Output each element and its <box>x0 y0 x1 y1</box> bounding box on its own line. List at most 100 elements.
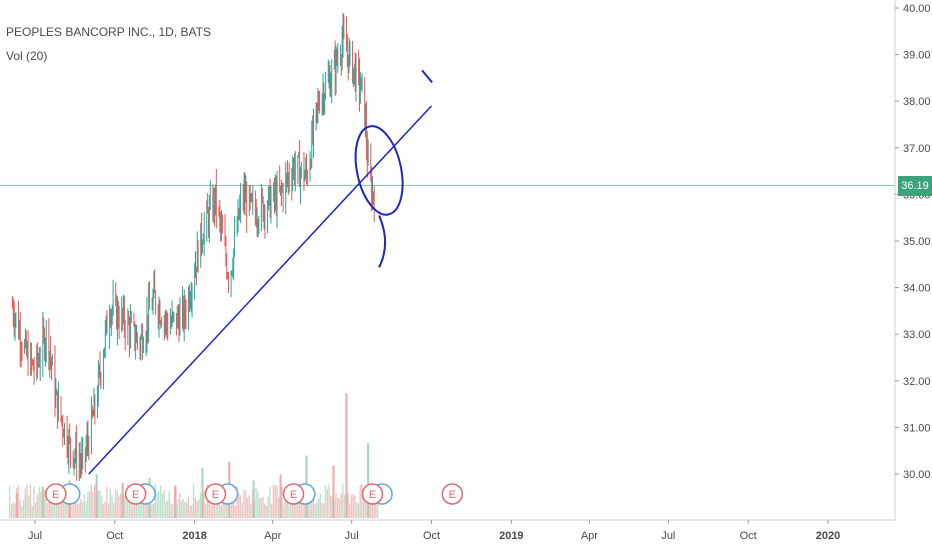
volume-bar <box>47 503 49 518</box>
earnings-marker <box>204 483 227 505</box>
volume-bar <box>328 484 330 518</box>
earnings-marker <box>282 483 305 505</box>
volume-bar <box>10 504 13 518</box>
volume-bar <box>302 498 304 518</box>
volume-bar <box>295 503 297 518</box>
volume-bar <box>26 484 28 518</box>
volume-bar <box>257 492 259 518</box>
volume-bar <box>347 492 349 518</box>
highlight-circle <box>354 125 404 216</box>
volume-bar <box>54 497 56 518</box>
volume-bar <box>283 504 285 518</box>
volume-bar <box>258 498 261 518</box>
annotations <box>88 69 433 475</box>
volume-bar <box>15 487 18 518</box>
volume-bar <box>253 500 256 518</box>
volume-bar <box>264 503 266 518</box>
volume-bar <box>17 485 20 518</box>
volume-bar <box>81 501 84 518</box>
volume-bar <box>142 498 144 518</box>
volume-bar <box>319 493 321 518</box>
volume-bar <box>232 488 235 518</box>
volume-bar <box>109 489 112 518</box>
volume-bar <box>104 501 106 518</box>
volume-bar <box>367 443 370 518</box>
volume-bar <box>291 496 294 518</box>
x-tick-label: Jul <box>28 530 42 542</box>
volume-bar <box>118 495 120 518</box>
volume-bar <box>196 500 198 518</box>
chart-title: PEOPLES BANCORP INC., 1D, BATS <box>6 25 211 39</box>
x-axis: Jul Oct 2018 Apr Jul Oct 2019 Apr Jul Oct 2020 <box>0 519 895 542</box>
volume-bar <box>151 503 153 518</box>
volume-bar <box>267 496 269 518</box>
volume-bar <box>152 503 155 518</box>
volume-bar <box>113 503 115 518</box>
volume-bar <box>375 498 377 518</box>
volume-bar <box>286 500 289 518</box>
y-tick-label: 38.00 <box>903 96 931 108</box>
volume-bar <box>57 494 59 518</box>
volume-bar <box>99 490 101 518</box>
volume-bar <box>106 486 108 518</box>
volume-bar <box>191 505 193 518</box>
volume-bar <box>206 484 209 518</box>
volume-bar <box>93 484 96 518</box>
volume-bar <box>220 505 223 518</box>
volume-bar <box>137 495 139 518</box>
volume-bar <box>156 492 158 518</box>
volume-bar <box>376 503 379 518</box>
earnings-marker-label: E <box>290 489 297 501</box>
volume-bar <box>208 493 210 518</box>
volume-bar <box>177 499 179 518</box>
volume-bar <box>87 493 89 518</box>
volume-bar <box>28 495 30 518</box>
volume-bar <box>19 499 21 518</box>
volume-bar <box>189 505 191 518</box>
volume-bar <box>281 486 283 518</box>
y-tick-label: 34.00 <box>903 283 931 295</box>
volume-bar <box>356 502 358 518</box>
volume-bar <box>55 497 58 518</box>
volume-bar <box>343 494 346 518</box>
earnings-marker-label: E <box>52 489 59 501</box>
volume-bar <box>194 497 197 518</box>
volume-bars <box>8 393 379 518</box>
x-tick-label: Apr <box>581 530 598 542</box>
freehand-stroke <box>421 69 433 84</box>
volume-bar <box>234 505 236 518</box>
y-tick-label: 32.00 <box>903 376 931 388</box>
volume-bar <box>116 491 118 518</box>
volume-bar <box>85 501 87 518</box>
volume-bar <box>317 498 320 518</box>
volume-bar <box>161 493 164 518</box>
volume-bar <box>265 505 268 518</box>
earnings-marker-label: E <box>132 489 139 501</box>
volume-bar <box>35 502 37 518</box>
x-tick-label: 2018 <box>182 530 206 542</box>
volume-bar <box>373 502 375 518</box>
volume-bar <box>310 495 313 518</box>
volume-bar <box>128 495 131 518</box>
volume-bar <box>276 485 278 518</box>
volume-bar <box>255 487 257 518</box>
volume-bar <box>340 493 342 518</box>
volume-bar <box>123 495 125 518</box>
volume-bar <box>90 484 92 518</box>
volume-bar <box>179 492 181 518</box>
volume-bar <box>309 502 311 518</box>
volume-bar <box>201 468 204 518</box>
volume-bar <box>349 503 351 518</box>
y-tick-label: 39.00 <box>903 50 931 62</box>
volume-bar <box>314 504 316 518</box>
volume-bar <box>67 500 70 518</box>
volume-bar <box>125 495 127 518</box>
volume-bar <box>61 495 63 518</box>
volume-bar <box>100 495 103 518</box>
volume-bar <box>174 485 177 518</box>
volume-bar <box>250 504 252 518</box>
volume-bar <box>126 484 129 518</box>
volume-bar <box>231 502 233 518</box>
x-tick-label: Jul <box>661 530 675 542</box>
volume-bar <box>251 490 254 518</box>
